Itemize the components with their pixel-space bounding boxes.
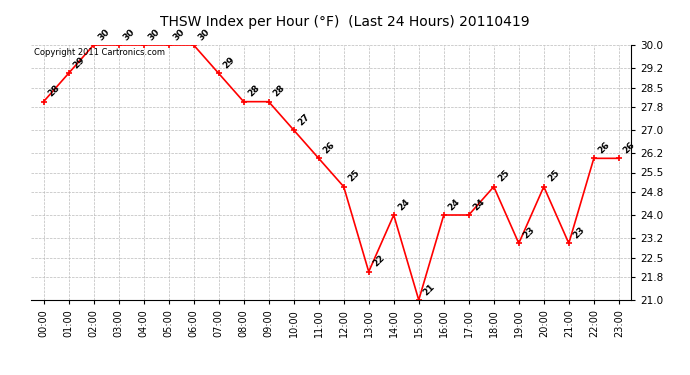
Text: 25: 25 — [546, 169, 562, 184]
Text: 29: 29 — [221, 55, 237, 70]
Text: 29: 29 — [71, 55, 87, 70]
Text: Copyright 2011 Cartronics.com: Copyright 2011 Cartronics.com — [34, 48, 165, 57]
Text: 30: 30 — [121, 27, 137, 42]
Text: 30: 30 — [197, 27, 212, 42]
Text: 26: 26 — [322, 140, 337, 156]
Text: 25: 25 — [346, 169, 362, 184]
Text: 27: 27 — [297, 112, 312, 127]
Text: THSW Index per Hour (°F)  (Last 24 Hours) 20110419: THSW Index per Hour (°F) (Last 24 Hours)… — [160, 15, 530, 29]
Text: 30: 30 — [171, 27, 186, 42]
Text: 30: 30 — [97, 27, 112, 42]
Text: 30: 30 — [146, 27, 161, 42]
Text: 24: 24 — [471, 197, 487, 212]
Text: 25: 25 — [497, 169, 512, 184]
Text: 26: 26 — [597, 140, 612, 156]
Text: 28: 28 — [246, 84, 262, 99]
Text: 21: 21 — [422, 282, 437, 297]
Text: 24: 24 — [397, 197, 412, 212]
Text: 28: 28 — [46, 84, 61, 99]
Text: 28: 28 — [271, 84, 286, 99]
Text: 23: 23 — [522, 225, 537, 240]
Text: 22: 22 — [371, 254, 386, 269]
Text: 23: 23 — [571, 225, 586, 240]
Text: 24: 24 — [446, 197, 462, 212]
Text: 26: 26 — [622, 140, 637, 156]
